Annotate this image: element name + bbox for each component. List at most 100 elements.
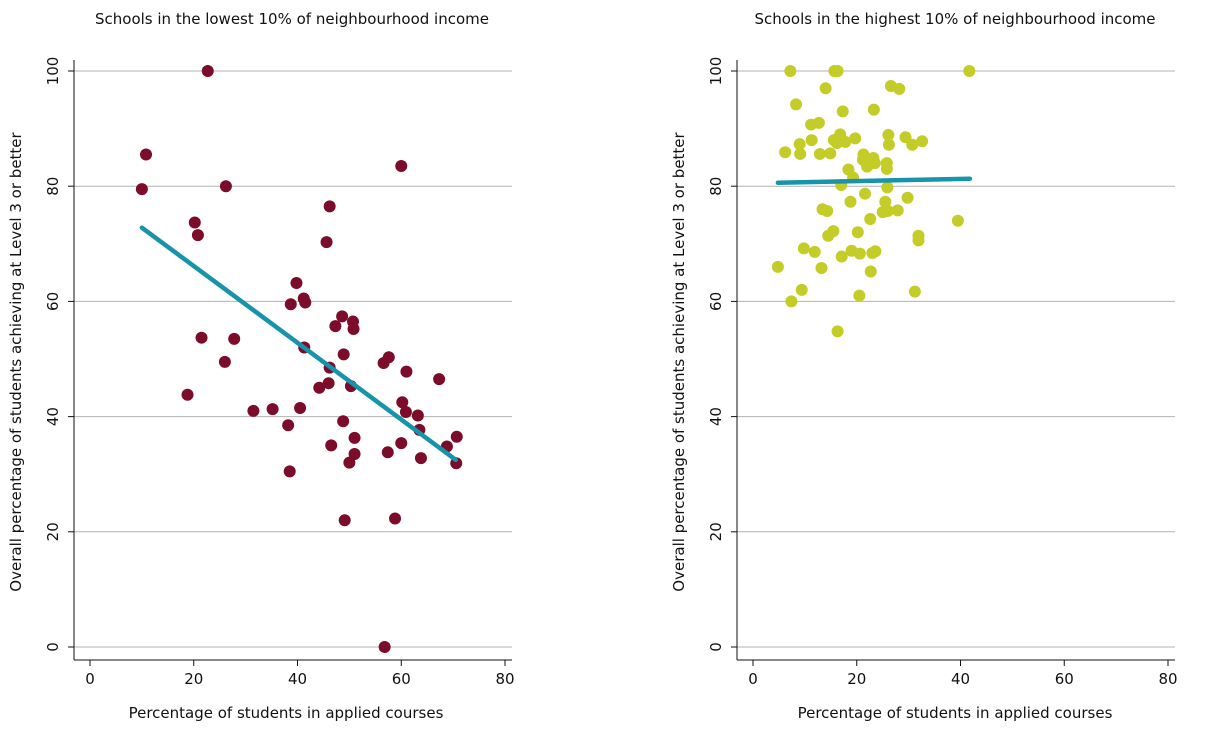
chart-title: Schools in the highest 10% of neighbourh…	[754, 10, 1155, 28]
x-tick-label: 20	[184, 670, 203, 688]
data-point	[824, 147, 837, 160]
data-point	[329, 320, 342, 333]
x-tick-label: 80	[1158, 670, 1177, 688]
data-point	[282, 419, 295, 432]
x-axis-label: Percentage of students in applied course…	[798, 704, 1113, 722]
y-tick-label: 60	[707, 292, 725, 311]
fit-line	[775, 176, 973, 185]
data-point	[893, 82, 906, 95]
y-tick-label: 60	[44, 292, 62, 311]
data-point	[881, 181, 894, 194]
fit-line	[139, 225, 458, 463]
data-point	[450, 430, 463, 443]
y-tick-label: 100	[707, 57, 725, 86]
y-axis-label: Overall percentage of students achieving…	[7, 131, 25, 591]
data-point	[851, 226, 864, 239]
y-tick-label: 40	[44, 407, 62, 426]
data-point	[191, 229, 204, 242]
data-point	[839, 135, 852, 148]
data-point	[790, 98, 803, 111]
data-point	[853, 289, 866, 302]
data-point	[881, 204, 894, 217]
chart-title: Schools in the lowest 10% of neighbourho…	[95, 10, 489, 28]
fit-line-group	[775, 176, 973, 185]
data-point	[797, 242, 810, 255]
data-point	[821, 204, 834, 217]
data-point	[853, 247, 866, 260]
data-point	[348, 448, 361, 461]
data-point	[320, 236, 333, 249]
y-tick-label: 0	[44, 642, 62, 652]
gridlines	[737, 70, 1175, 648]
y-tick-label: 100	[44, 57, 62, 86]
data-point	[784, 65, 797, 77]
tick-labels: 0 20 40 60 80 100 0 20 40 60 80	[707, 57, 1178, 688]
data-point	[908, 285, 921, 298]
data-point	[819, 82, 832, 95]
data-point	[411, 409, 424, 422]
x-tick-label: 60	[392, 670, 411, 688]
data-point	[228, 332, 241, 345]
data-point	[891, 204, 904, 217]
data-point	[381, 446, 394, 459]
axes	[731, 60, 1175, 666]
data-point	[201, 65, 214, 77]
data-point	[348, 431, 361, 444]
data-point	[771, 260, 784, 273]
data-point	[337, 415, 350, 428]
data-point	[827, 225, 840, 238]
data-point	[337, 348, 350, 361]
fit-line-group	[139, 225, 458, 463]
data-point	[879, 195, 892, 208]
data-point	[912, 234, 925, 247]
data-point	[433, 373, 446, 386]
data-point	[868, 157, 881, 170]
data-point	[785, 295, 798, 308]
x-tick-label: 20	[847, 670, 866, 688]
data-point	[313, 381, 326, 394]
data-point	[812, 116, 825, 129]
data-point	[343, 456, 356, 469]
data-point	[323, 200, 336, 213]
data-point	[284, 298, 297, 311]
data-point	[399, 405, 412, 418]
data-point	[831, 65, 844, 77]
data-point	[779, 146, 792, 159]
x-axis-label: Percentage of students in applied course…	[129, 704, 444, 722]
x-tick-label: 0	[85, 670, 95, 688]
data-point	[414, 452, 427, 465]
data-point	[400, 365, 413, 378]
data-point	[836, 105, 849, 118]
data-point	[396, 396, 409, 409]
y-tick-label: 80	[44, 177, 62, 196]
data-point	[813, 147, 826, 160]
data-point	[389, 512, 402, 525]
data-point	[880, 162, 893, 175]
tick-labels: 0 20 40 60 80 100 0 20 40 60 80	[44, 57, 515, 688]
x-tick-label: 40	[288, 670, 307, 688]
data-point	[382, 351, 395, 364]
y-tick-label: 40	[707, 407, 725, 426]
data-point	[181, 388, 194, 401]
data-point	[219, 180, 232, 193]
data-point	[395, 437, 408, 450]
data-point	[869, 245, 882, 258]
data-point	[882, 138, 895, 151]
data-points	[135, 65, 463, 653]
data-point	[916, 135, 929, 148]
y-tick-label: 20	[707, 522, 725, 541]
data-point	[864, 213, 877, 226]
data-point	[283, 465, 296, 478]
y-tick-label: 0	[707, 642, 725, 652]
data-point	[195, 331, 208, 344]
data-point	[882, 128, 895, 141]
data-point	[857, 148, 870, 161]
data-points	[771, 65, 976, 338]
data-point	[805, 134, 818, 147]
y-tick-label: 80	[707, 177, 725, 196]
data-point	[188, 216, 201, 229]
data-point	[140, 148, 153, 161]
data-point	[951, 214, 964, 227]
x-tick-label: 80	[495, 670, 514, 688]
data-point	[859, 187, 872, 200]
